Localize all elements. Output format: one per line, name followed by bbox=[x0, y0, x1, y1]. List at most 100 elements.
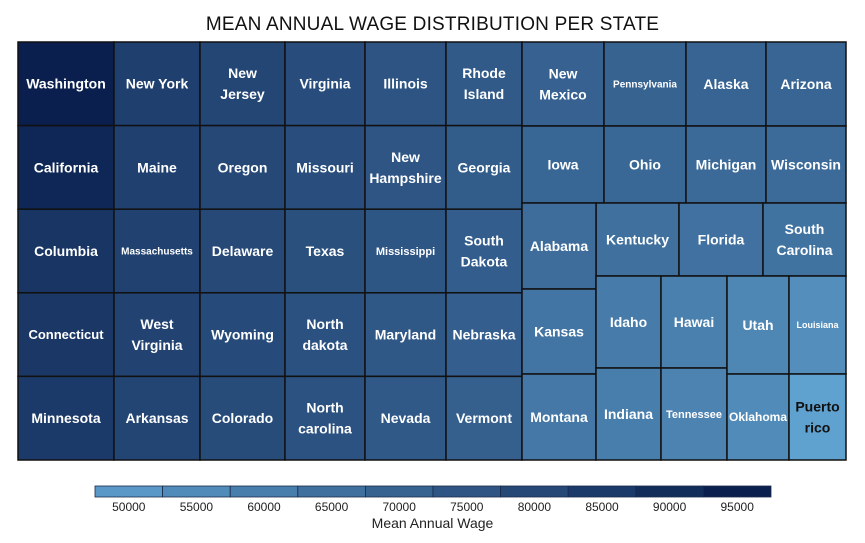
tile-rect bbox=[364, 124, 447, 210]
tile-rect bbox=[521, 41, 605, 127]
legend-swatch bbox=[297, 485, 366, 498]
tile-idaho: Idaho bbox=[595, 275, 662, 369]
tile-label: Washington bbox=[26, 76, 106, 92]
tile-label: Indiana bbox=[604, 406, 653, 422]
legend-tick-label: 70000 bbox=[383, 500, 417, 514]
tile-label: New Jersey bbox=[220, 65, 265, 102]
legend-tick-label: 75000 bbox=[450, 500, 484, 514]
tile-kentucky: Kentucky bbox=[595, 202, 680, 277]
tile-rect bbox=[113, 41, 201, 127]
tile-label: Utah bbox=[742, 317, 773, 333]
tile-arkansas: Arkansas bbox=[113, 375, 201, 461]
legend-swatch bbox=[635, 485, 704, 498]
tile-label: North carolina bbox=[298, 400, 352, 437]
tile-label: Virginia bbox=[299, 76, 350, 92]
legend-swatch bbox=[94, 485, 163, 498]
tile-georgia: Georgia bbox=[445, 124, 523, 210]
tile-rect bbox=[113, 292, 201, 378]
tile-colorado: Colorado bbox=[199, 375, 286, 461]
legend-swatch bbox=[364, 485, 434, 498]
tile-washington: Washington bbox=[17, 41, 115, 127]
tile-label: Arkansas bbox=[125, 410, 188, 426]
legend-tick-label: 60000 bbox=[247, 500, 281, 514]
legend-tick-label: 85000 bbox=[585, 500, 619, 514]
tile-rect bbox=[521, 373, 597, 461]
tile-label: Columbia bbox=[34, 243, 98, 259]
legend-tick-label: 80000 bbox=[518, 500, 552, 514]
tile-rect bbox=[113, 124, 201, 210]
legend-title: Mean Annual Wage bbox=[371, 515, 494, 531]
tile-kansas: Kansas bbox=[521, 288, 597, 375]
tile-nevada: Nevada bbox=[364, 375, 447, 461]
tile-label: West Virginia bbox=[131, 316, 182, 353]
tile-label: North dakota bbox=[302, 316, 347, 353]
tile-label: Colorado bbox=[212, 410, 273, 426]
tile-new-mexico: New Mexico bbox=[521, 41, 605, 127]
tile-rect bbox=[445, 41, 523, 127]
legend-swatch bbox=[703, 485, 772, 498]
legend-tick-label: 55000 bbox=[180, 500, 214, 514]
tile-rect bbox=[364, 375, 447, 461]
tile-new-jersey: New Jersey bbox=[199, 41, 286, 127]
color-legend: 50000 55000 60000 65000 70000 75000 80000 85000… bbox=[94, 485, 772, 514]
tile-north-dakota: North dakota bbox=[284, 292, 366, 378]
tile-california: California bbox=[17, 124, 115, 210]
tile-virginia: Virginia bbox=[284, 41, 366, 127]
tile-label: Florida bbox=[698, 231, 745, 247]
tile-label: Minnesota bbox=[31, 410, 100, 426]
tile-rhode-island: Rhode Island bbox=[445, 41, 523, 127]
tile-label: Louisiana bbox=[796, 320, 839, 330]
tile-rect bbox=[660, 367, 728, 461]
tile-minnesota: Minnesota bbox=[17, 375, 115, 461]
tile-label: Wisconsin bbox=[771, 156, 841, 172]
tile-label: Nevada bbox=[381, 410, 431, 426]
tile-indiana: Indiana bbox=[595, 367, 662, 461]
tile-oregon: Oregon bbox=[199, 124, 286, 210]
legend-swatch bbox=[567, 485, 637, 498]
tile-rect bbox=[199, 124, 286, 210]
tile-utah: Utah bbox=[726, 275, 790, 375]
tile-label: Massachusetts bbox=[121, 247, 193, 258]
tile-rect bbox=[685, 41, 767, 127]
tile-rect bbox=[726, 373, 790, 461]
tile-label: New Mexico bbox=[539, 65, 586, 102]
tile-rect bbox=[788, 373, 847, 461]
tile-rect bbox=[113, 375, 201, 461]
tile-south-carolina: South Carolina bbox=[762, 202, 847, 277]
tile-vermont: Vermont bbox=[445, 375, 523, 461]
tile-tennessee: Tennessee bbox=[660, 367, 728, 461]
tile-rect bbox=[521, 202, 597, 290]
tile-alaska: Alaska bbox=[685, 41, 767, 127]
tile-label: Michigan bbox=[696, 156, 757, 172]
tile-north-carolina: North carolina bbox=[284, 375, 366, 461]
legend-swatch bbox=[229, 485, 299, 498]
tile-rect bbox=[364, 41, 447, 127]
tile-rect bbox=[284, 292, 366, 378]
tile-label: Puerto rico bbox=[795, 398, 839, 435]
tile-label: Ohio bbox=[629, 156, 661, 172]
tile-rect bbox=[199, 208, 286, 294]
tile-rect bbox=[445, 208, 523, 294]
tile-label: New Hampshire bbox=[369, 149, 442, 186]
tile-label: Delaware bbox=[212, 243, 274, 259]
tile-label: Alaska bbox=[703, 76, 748, 92]
tile-delaware: Delaware bbox=[199, 208, 286, 294]
tile-maryland: Maryland bbox=[364, 292, 447, 378]
tile-label: Texas bbox=[306, 243, 345, 259]
tile-pennsylvania: Pennsylvania bbox=[603, 41, 687, 127]
tile-oklahoma: Oklahoma bbox=[726, 373, 790, 461]
tile-label: Rhode Island bbox=[462, 65, 506, 102]
legend-swatch bbox=[162, 485, 231, 498]
tile-rect bbox=[445, 375, 523, 461]
tile-massachusetts: Massachusetts bbox=[113, 208, 201, 294]
tile-label: Idaho bbox=[610, 314, 647, 330]
tile-label: South Dakota bbox=[461, 232, 508, 269]
tile-label: Nebraska bbox=[452, 327, 515, 343]
tile-rect bbox=[113, 208, 201, 294]
tile-rect bbox=[284, 375, 366, 461]
tile-label: California bbox=[34, 159, 99, 175]
tile-label: Connecticut bbox=[28, 327, 104, 342]
tile-columbia: Columbia bbox=[17, 208, 115, 294]
tile-rect bbox=[199, 41, 286, 127]
